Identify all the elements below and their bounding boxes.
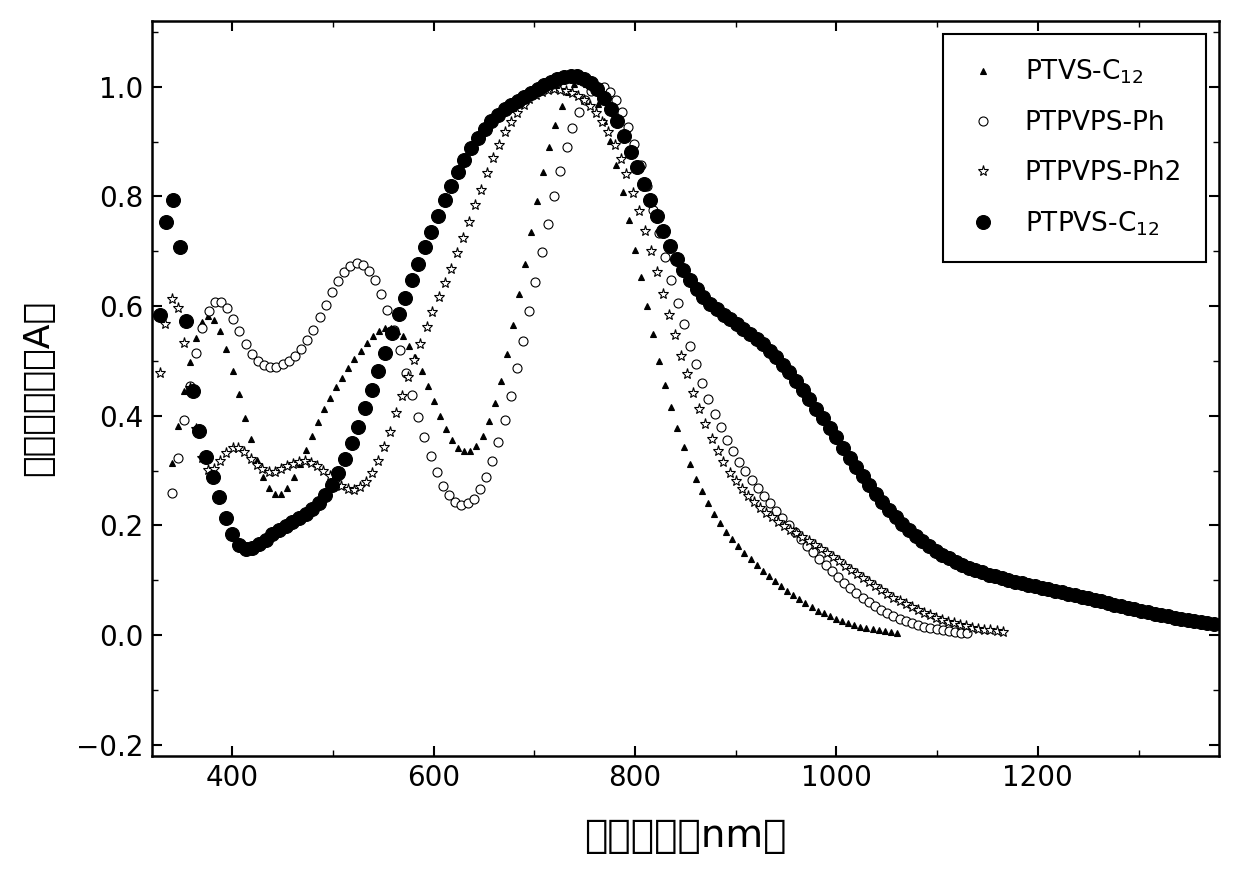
PTPVPS-Ph2 [201,464,216,475]
PTPVPS-Ph2 [182,383,197,393]
Y-axis label: 吸　光　度（A）: 吸 光 度（A） [21,300,55,477]
PTVS-C$_{12}$ [743,554,758,564]
PTVS-C$_{12}$ [360,337,374,348]
X-axis label: 波　长　（nm）: 波 长 （nm） [584,817,786,855]
Line: PTPVPS-Ph2: PTPVPS-Ph2 [154,84,1008,638]
PTPVPS-Ph2 [304,458,319,469]
PTPVPS-Ph [590,81,605,92]
Line: PTVS-C$_{12}$: PTVS-C$_{12}$ [169,78,900,636]
PTPVPS-Ph2 [153,368,167,378]
PTPVPS-Ph2 [990,626,1004,637]
PTVS-C$_{12}$ [889,627,904,638]
PTPVS-C$_{12}$ [1207,619,1221,630]
PTPVPS-Ph [794,533,808,544]
PTPVPS-Ph [578,95,593,105]
PTPVPS-Ph [960,628,975,639]
PTPVS-C$_{12}$ [450,167,465,178]
PTPVPS-Ph [503,391,518,401]
PTPVS-C$_{12}$ [365,385,379,396]
PTPVS-C$_{12}$ [563,70,578,81]
PTPVPS-Ph [164,487,179,498]
PTPVPS-Ph2 [577,95,591,105]
PTVS-C$_{12}$ [316,404,331,414]
Legend: PTVS-C$_{12}$, PTPVPS-Ph, PTPVPS-Ph2, PTPVS-C$_{12}$: PTVS-C$_{12}$, PTPVPS-Ph, PTPVPS-Ph2, PT… [944,34,1207,262]
PTPVS-C$_{12}$ [1161,611,1176,622]
PTPVPS-Ph [694,378,709,388]
PTPVS-C$_{12}$ [842,453,857,463]
PTPVPS-Ph [379,305,394,315]
PTPVPS-Ph2 [237,447,252,457]
PTPVS-C$_{12}$ [743,328,758,339]
PTVS-C$_{12}$ [164,457,179,468]
PTPVS-C$_{12}$ [1021,580,1035,590]
Line: PTPVPS-Ph: PTPVPS-Ph [167,82,972,638]
PTPVS-C$_{12}$ [153,310,167,321]
PTVS-C$_{12}$ [872,625,887,636]
PTPVPS-Ph2 [996,626,1011,637]
PTVS-C$_{12}$ [573,76,588,87]
PTVS-C$_{12}$ [567,79,582,89]
Line: PTPVS-C$_{12}$: PTPVS-C$_{12}$ [153,69,1221,632]
PTPVPS-Ph2 [547,84,562,95]
PTPVPS-Ph [756,491,771,501]
PTVS-C$_{12}$ [670,422,684,433]
